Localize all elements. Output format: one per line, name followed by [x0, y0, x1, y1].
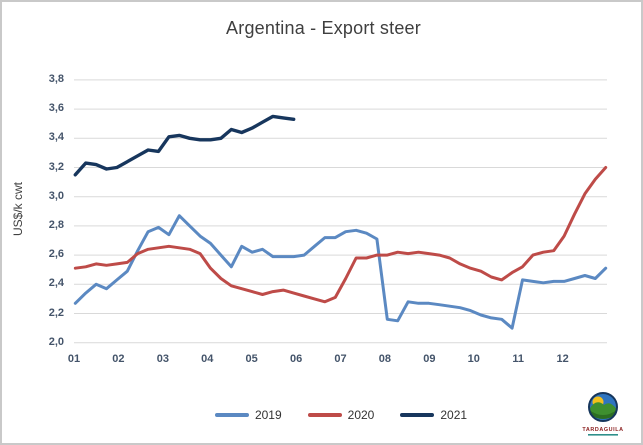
x-tick-label: 05 — [245, 353, 258, 365]
x-tick-label: 06 — [289, 353, 303, 365]
y-tick-label: 2,4 — [48, 277, 64, 290]
legend-swatch — [400, 413, 435, 417]
y-tick-label: 3,2 — [48, 160, 64, 173]
logo-text: TARDAGUILA — [582, 427, 623, 433]
x-tick-label: 07 — [334, 353, 347, 365]
x-tick-label: 03 — [156, 353, 169, 365]
x-tick-label: 01 — [67, 353, 81, 365]
x-tick-label: 11 — [512, 353, 524, 365]
series-line-2021 — [73, 114, 296, 177]
legend-label: 2021 — [440, 408, 468, 422]
legend-label: 2020 — [347, 408, 375, 422]
y-tick-label: 3,6 — [48, 102, 64, 115]
x-tick-label: 09 — [423, 353, 436, 365]
legend-item-2019: 2019 — [214, 408, 282, 422]
x-tick-label: 02 — [112, 353, 125, 365]
y-tick-label: 2,0 — [48, 335, 64, 348]
y-tick-label: 2,2 — [48, 306, 64, 319]
company-logo: TARDAGUILA — [582, 392, 623, 436]
x-tick-label: 08 — [378, 353, 392, 365]
legend-label: 2019 — [254, 408, 282, 422]
x-tick-label: 04 — [201, 353, 214, 365]
legend-swatch — [214, 413, 249, 417]
series-line-2019 — [73, 214, 608, 330]
legend-item-2021: 2021 — [400, 408, 467, 422]
legend-swatch — [307, 413, 342, 417]
legend-item-2020: 2020 — [307, 408, 375, 422]
x-tick-label: 12 — [556, 353, 569, 365]
series-line-2020 — [73, 166, 608, 304]
legend: 2019 2020 2021 — [74, 408, 608, 422]
x-tick-label: 10 — [467, 353, 480, 365]
y-tick-label: 3,0 — [48, 189, 64, 202]
y-tick-label: 2,6 — [48, 248, 64, 261]
y-tick-label: 2,8 — [48, 218, 64, 231]
y-tick-label: 3,8 — [48, 72, 64, 85]
y-tick-label: 3,4 — [48, 131, 64, 144]
chart-title: Argentina - Export steer — [226, 18, 421, 38]
